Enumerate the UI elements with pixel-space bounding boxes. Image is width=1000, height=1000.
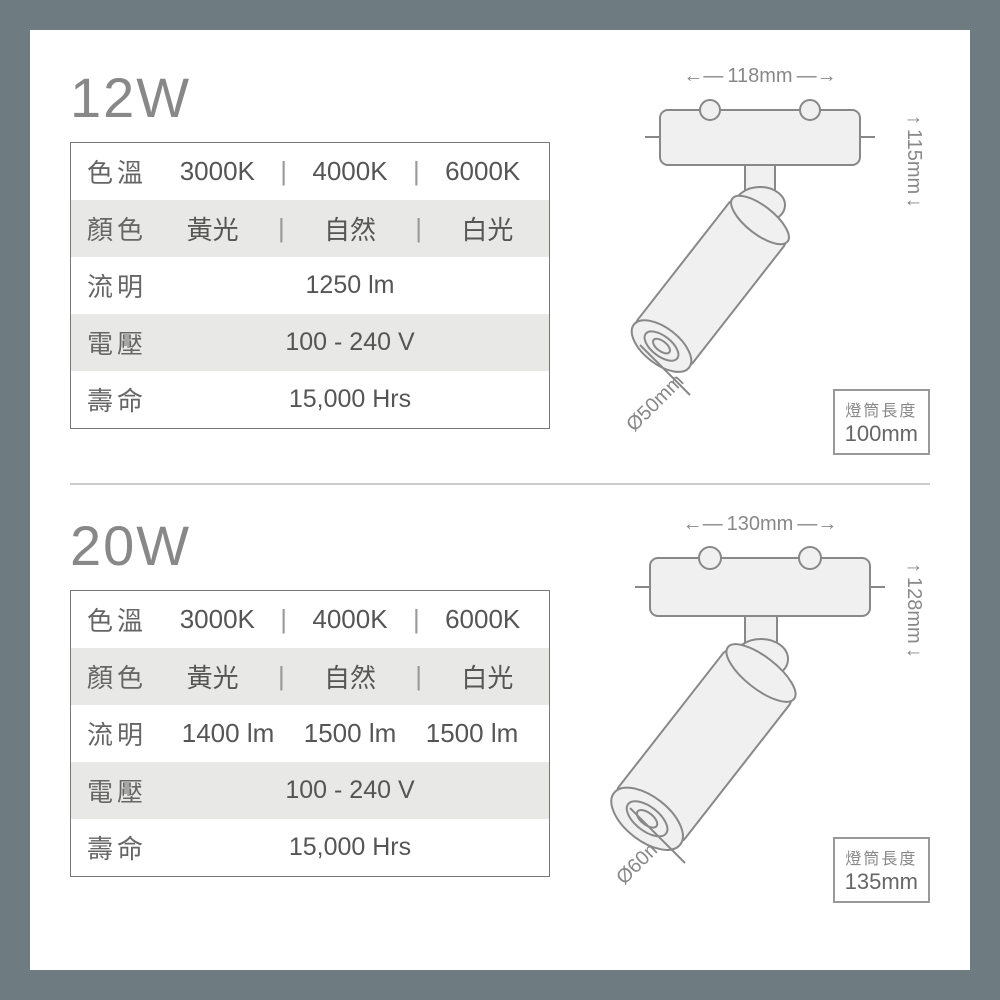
sep: | (278, 661, 285, 692)
val: 1500 lm (304, 718, 397, 749)
value: 15,000 Hrs (167, 385, 533, 414)
val: 4000K (312, 156, 387, 187)
diagram-12w: ←—118mm—→ ↑115mm↓ Ø50mm (580, 65, 930, 455)
value: 1250 lm (167, 271, 533, 300)
val: 自然 (324, 658, 376, 695)
val: 1400 lm (182, 718, 275, 749)
spec-table: 色溫 3000K | 4000K | 6000K 顏色 黃光 | 自然 | 白光 (70, 590, 550, 877)
val: 3000K (180, 604, 255, 635)
tube-label: 燈筒長度 (845, 845, 918, 869)
row-color: 顏色 黃光 | 自然 | 白光 (71, 648, 549, 705)
sep: | (413, 604, 420, 635)
row-color-temp: 色溫 3000K | 4000K | 6000K (71, 143, 549, 200)
label: 色溫 (87, 601, 167, 638)
row-voltage: 電壓 100 - 240 V (71, 762, 549, 819)
row-color-temp: 色溫 3000K | 4000K | 6000K (71, 591, 549, 648)
label: 壽命 (87, 829, 167, 866)
sep: | (280, 156, 287, 187)
label: 流明 (87, 267, 167, 304)
val: 4000K (312, 604, 387, 635)
values: 黃光 | 自然 | 白光 (167, 658, 533, 695)
row-lumen: 流明 1250 lm (71, 257, 549, 314)
row-voltage: 電壓 100 - 240 V (71, 314, 549, 371)
val: 自然 (324, 210, 376, 247)
val: 3000K (180, 156, 255, 187)
label: 顏色 (87, 658, 167, 695)
sep: | (278, 213, 285, 244)
label: 壽命 (87, 381, 167, 418)
values: 1400 lm 1500 lm 1500 lm (167, 718, 533, 749)
spec-block-12w: 12W 色溫 3000K | 4000K | 6000K 顏色 黃光 | 自然 | 白光 (70, 65, 550, 429)
val: 白光 (461, 658, 513, 695)
tube-length-box: 燈筒長度 100mm (833, 389, 930, 455)
values: 3000K | 4000K | 6000K (167, 604, 533, 635)
value: 100 - 240 V (167, 328, 533, 357)
val: 黃光 (187, 210, 239, 247)
value: 15,000 Hrs (167, 833, 533, 862)
wattage-heading: 12W (70, 65, 550, 130)
val: 1500 lm (426, 718, 519, 749)
row-lifespan: 壽命 15,000 Hrs (71, 819, 549, 876)
val: 6000K (445, 156, 520, 187)
label: 色溫 (87, 153, 167, 190)
tube-length-box: 燈筒長度 135mm (833, 837, 930, 903)
product-12w: 12W 色溫 3000K | 4000K | 6000K 顏色 黃光 | 自然 | 白光 (70, 65, 930, 455)
val: 6000K (445, 604, 520, 635)
values: 3000K | 4000K | 6000K (167, 156, 533, 187)
label: 流明 (87, 715, 167, 752)
tube-value: 100mm (845, 421, 918, 447)
diagram-20w: ←—130mm—→ ↑128mm↓ Ø60mm (580, 513, 930, 903)
values: 黃光 | 自然 | 白光 (167, 210, 533, 247)
section-divider (70, 483, 930, 485)
label: 電壓 (87, 772, 167, 809)
wattage-heading: 20W (70, 513, 550, 578)
product-20w: 20W 色溫 3000K | 4000K | 6000K 顏色 黃光 | 自然 | 白光 (70, 513, 930, 903)
sep: | (280, 604, 287, 635)
row-color: 顏色 黃光 | 自然 | 白光 (71, 200, 549, 257)
val: 黃光 (187, 658, 239, 695)
sep: | (413, 156, 420, 187)
tube-value: 135mm (845, 869, 918, 895)
value: 100 - 240 V (167, 776, 533, 805)
spec-sheet: 12W 色溫 3000K | 4000K | 6000K 顏色 黃光 | 自然 | 白光 (30, 30, 970, 970)
sep: | (415, 213, 422, 244)
sep: | (415, 661, 422, 692)
row-lifespan: 壽命 15,000 Hrs (71, 371, 549, 428)
label: 電壓 (87, 324, 167, 361)
row-lumen: 流明 1400 lm 1500 lm 1500 lm (71, 705, 549, 762)
spec-table: 色溫 3000K | 4000K | 6000K 顏色 黃光 | 自然 | 白光 (70, 142, 550, 429)
spec-block-20w: 20W 色溫 3000K | 4000K | 6000K 顏色 黃光 | 自然 | 白光 (70, 513, 550, 877)
tube-label: 燈筒長度 (845, 397, 918, 421)
val: 白光 (461, 210, 513, 247)
label: 顏色 (87, 210, 167, 247)
